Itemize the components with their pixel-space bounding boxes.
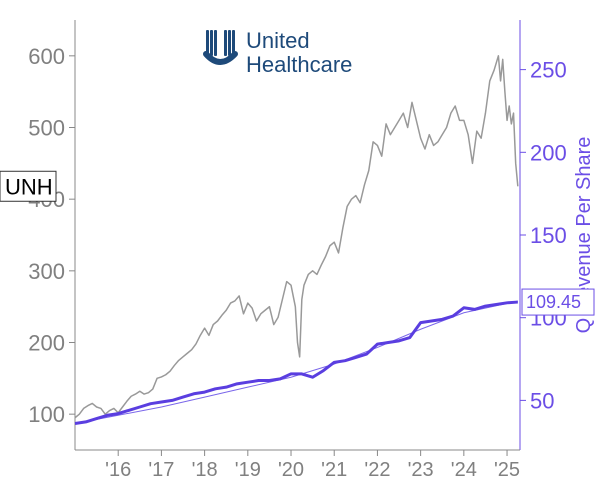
right-axis-tick-label: 150 (530, 223, 567, 248)
ticker-label: UNH (5, 174, 53, 199)
x-axis-tick-label: '25 (494, 459, 520, 481)
x-axis-tick-label: '20 (278, 459, 304, 481)
x-axis-tick-label: '21 (321, 459, 347, 481)
left-axis-tick-label: 300 (28, 259, 65, 284)
left-axis-tick-label: 600 (28, 44, 65, 69)
left-axis-tick-label: 200 (28, 331, 65, 356)
brand-logo (206, 30, 235, 62)
x-axis-tick-label: '18 (192, 459, 218, 481)
right-axis-tick-label: 50 (530, 388, 554, 413)
chart-svg: 10020030040050060050100150200250Q Revenu… (0, 0, 600, 500)
right-axis-tick-label: 200 (530, 140, 567, 165)
price-line (75, 56, 518, 418)
brand-text-line1: United (246, 28, 310, 53)
dual-axis-line-chart: 10020030040050060050100150200250Q Revenu… (0, 0, 600, 500)
left-axis-tick-label: 500 (28, 116, 65, 141)
x-axis-tick-label: '24 (451, 459, 477, 481)
x-axis-tick-label: '17 (148, 459, 174, 481)
left-axis-tick-label: 100 (28, 402, 65, 427)
revenue-callout-label: 109.45 (526, 292, 581, 312)
x-axis-tick-label: '19 (235, 459, 261, 481)
x-axis-tick-label: '23 (408, 459, 434, 481)
x-axis-tick-label: '16 (105, 459, 131, 481)
x-axis-tick-label: '22 (364, 459, 390, 481)
brand-text-line2: Healthcare (246, 52, 352, 77)
right-axis-tick-label: 250 (530, 58, 567, 83)
